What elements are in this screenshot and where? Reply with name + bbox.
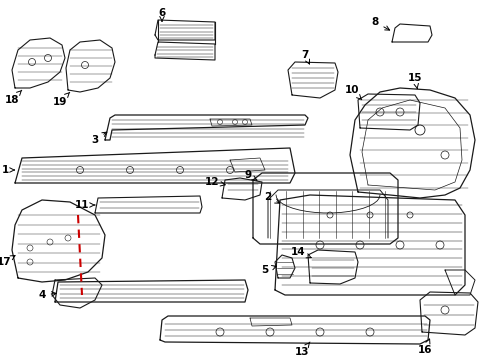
Text: 4: 4 (38, 290, 56, 300)
Text: 2: 2 (264, 192, 279, 203)
Text: 3: 3 (91, 132, 106, 145)
Text: 1: 1 (1, 165, 15, 175)
Text: 5: 5 (261, 265, 276, 275)
Text: 10: 10 (344, 85, 361, 100)
Text: 6: 6 (158, 8, 165, 21)
Text: 13: 13 (294, 342, 309, 357)
Text: 18: 18 (5, 90, 22, 105)
Text: 16: 16 (417, 339, 431, 355)
Text: 17: 17 (0, 256, 15, 267)
Text: 14: 14 (290, 247, 310, 258)
Text: 15: 15 (407, 73, 421, 89)
Text: 9: 9 (244, 170, 256, 180)
Text: 11: 11 (75, 200, 95, 210)
Text: 19: 19 (53, 92, 70, 107)
Text: 7: 7 (301, 50, 309, 64)
Text: 8: 8 (370, 17, 389, 30)
Text: 12: 12 (204, 177, 224, 187)
